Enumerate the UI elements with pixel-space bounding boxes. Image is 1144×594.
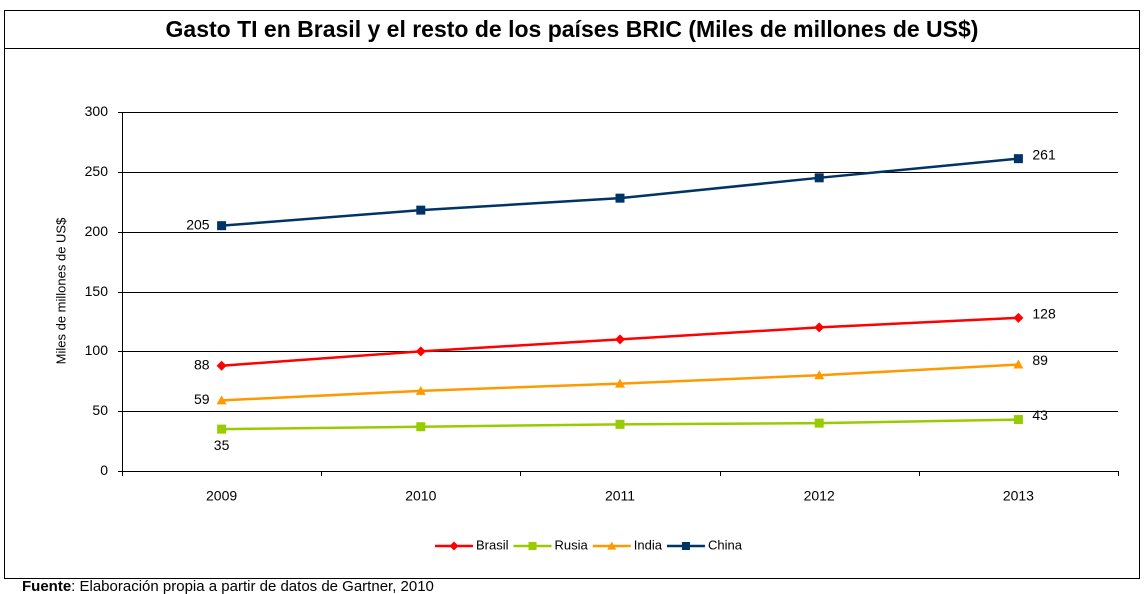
x-tick-label: 2012 <box>804 488 835 504</box>
y-tick-label: 0 <box>100 462 108 478</box>
marker <box>528 542 537 550</box>
marker <box>615 334 625 345</box>
marker <box>681 542 690 550</box>
chart-frame <box>4 10 1140 579</box>
marker <box>814 418 824 428</box>
data-label: 88 <box>194 356 210 372</box>
marker <box>615 419 625 429</box>
data-label: 35 <box>214 437 230 453</box>
x-tick-label: 2011 <box>605 488 635 504</box>
marker <box>615 193 625 203</box>
marker <box>415 385 426 395</box>
data-label: 43 <box>1032 407 1048 423</box>
legend-label: China <box>708 537 743 552</box>
x-tick-label: 2009 <box>206 488 237 504</box>
legend-label: Brasil <box>476 537 509 552</box>
marker <box>217 424 227 434</box>
legend-label: India <box>634 537 663 552</box>
y-tick-label: 50 <box>92 402 108 418</box>
marker <box>1013 312 1024 323</box>
marker <box>416 422 426 432</box>
data-label: 89 <box>1032 352 1048 368</box>
y-tick-label: 200 <box>85 223 109 239</box>
marker <box>216 360 227 371</box>
marker <box>814 173 824 183</box>
marker <box>814 370 825 380</box>
y-axis-label: Miles de millones de US$ <box>53 217 68 364</box>
x-tick-label: 2010 <box>405 488 436 504</box>
y-tick-label: 300 <box>85 103 109 119</box>
marker <box>217 221 227 231</box>
y-tick-label: 250 <box>85 163 109 179</box>
data-label: 59 <box>194 391 210 407</box>
source-note: Fuente: Elaboración propia a partir de d… <box>22 578 434 594</box>
chart-title: Gasto TI en Brasil y el resto de los paí… <box>166 16 979 42</box>
marker <box>216 395 227 405</box>
marker <box>607 541 617 550</box>
legend-label: Rusia <box>555 537 589 552</box>
marker <box>1013 415 1023 425</box>
data-label: 261 <box>1032 146 1056 162</box>
source-text: : Elaboración propia a partir de datos d… <box>71 578 434 594</box>
marker <box>415 346 426 357</box>
marker <box>416 205 426 215</box>
data-label: 128 <box>1032 306 1056 322</box>
x-tick-label: 2013 <box>1003 488 1034 504</box>
marker <box>615 378 625 388</box>
y-tick-label: 150 <box>85 283 109 299</box>
data-label: 205 <box>186 216 210 232</box>
marker <box>1013 154 1023 164</box>
source-label: Fuente <box>22 578 71 594</box>
marker <box>814 322 825 333</box>
marker <box>449 541 459 551</box>
y-tick-label: 100 <box>85 342 109 358</box>
marker <box>1013 359 1024 369</box>
